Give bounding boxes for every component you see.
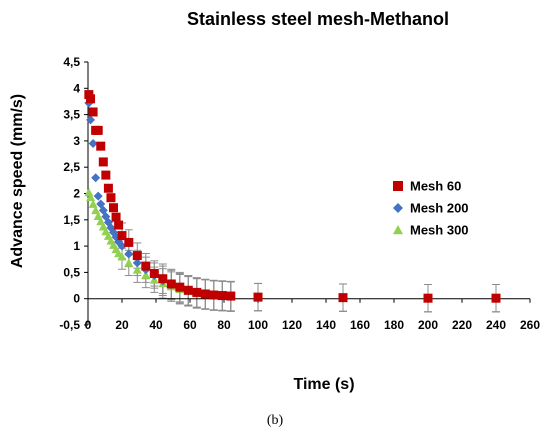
mesh-60-point — [93, 125, 103, 135]
mesh-60-point — [86, 94, 96, 104]
legend-marker-mesh-200 — [393, 203, 403, 213]
y-tick-label: 2 — [73, 187, 80, 201]
mesh-60-point — [158, 274, 168, 284]
mesh-60-point — [209, 290, 219, 300]
x-axis-title: Time (s) — [293, 376, 354, 393]
mesh-300-point — [117, 252, 127, 261]
y-tick-label: 0 — [73, 292, 80, 306]
legend-label-mesh-300: Mesh 300 — [410, 223, 469, 238]
x-tick-label: 200 — [418, 318, 438, 332]
mesh-60-point — [192, 287, 202, 297]
mesh-60-point — [226, 291, 236, 301]
mesh-300-point — [132, 265, 142, 274]
mesh-60-point — [114, 220, 124, 230]
x-tick-label: 180 — [384, 318, 404, 332]
mesh-60-point — [109, 203, 118, 213]
x-tick-label: 160 — [350, 318, 370, 332]
mesh-60-point — [183, 285, 193, 295]
mesh-300-point — [86, 192, 96, 202]
legend-marker-mesh-60 — [393, 181, 403, 191]
y-tick-label: 1,5 — [63, 213, 80, 227]
mesh-200-point — [117, 241, 127, 251]
mesh-60-point — [101, 170, 111, 180]
mesh-200-point — [124, 249, 134, 259]
x-tick-label: 240 — [486, 318, 506, 332]
mesh-300-point — [91, 205, 101, 215]
y-tick-label: 1 — [73, 239, 80, 253]
y-axis-title: Advance speed (mm/s) — [9, 94, 26, 268]
x-tick-label: 60 — [183, 318, 197, 332]
y-tick-label: 0,5 — [63, 265, 80, 279]
mesh-60-point — [149, 268, 159, 278]
mesh-60-point — [111, 212, 121, 222]
x-tick-label: 140 — [316, 318, 336, 332]
mesh-60-point — [491, 293, 501, 303]
x-tick-label: 80 — [217, 318, 231, 332]
mesh-300-point — [84, 187, 94, 197]
x-tick-label: 0 — [85, 318, 92, 332]
tick-labels: -0,5 0 0,5 1 1,5 2 2,5 3 3,5 4 4,5 0 20 40 60 80 100 120 1… — [59, 55, 540, 332]
mesh-300-point — [141, 270, 151, 279]
legend: Mesh 60 Mesh 200 Mesh 300 — [393, 179, 469, 238]
mesh-60-point — [141, 261, 151, 271]
x-tick-label: 260 — [520, 318, 540, 332]
y-tick-label: 2,5 — [63, 160, 80, 174]
mesh-60-point — [253, 292, 263, 302]
mesh-300-point — [88, 199, 98, 208]
y-tick-label: 3,5 — [63, 108, 80, 122]
x-tick-label: 20 — [115, 318, 129, 332]
legend-marker-mesh-300 — [393, 225, 403, 235]
mesh-60-point — [124, 237, 134, 247]
mesh-60-point — [106, 193, 116, 203]
mesh-200-point — [86, 115, 96, 125]
mesh-60-point — [117, 231, 127, 241]
legend-label-mesh-60: Mesh 60 — [410, 179, 461, 194]
figure-caption: (b) — [266, 413, 284, 428]
y-tick-label: 4,5 — [63, 55, 80, 69]
x-tick-label: 220 — [452, 318, 472, 332]
x-tick-label: 40 — [149, 318, 163, 332]
mesh-60-point — [88, 107, 98, 117]
chart-title: Stainless steel mesh-Methanol — [187, 9, 449, 29]
mesh-60-point — [166, 279, 176, 289]
x-tick-label: 120 — [282, 318, 302, 332]
y-tick-label: 4 — [73, 81, 80, 95]
mesh-200-point — [91, 173, 101, 183]
mesh-60-point — [200, 289, 210, 299]
mesh-60-point — [96, 141, 106, 151]
mesh-60-point — [132, 251, 142, 261]
mesh-300-point — [124, 258, 134, 267]
mesh-60-point — [338, 293, 348, 303]
legend-label-mesh-200: Mesh 200 — [410, 201, 469, 216]
mesh-200-point — [93, 191, 103, 201]
y-tick-label: -0,5 — [59, 318, 80, 332]
mesh-60-point — [175, 282, 185, 292]
mesh-200-point — [88, 139, 98, 149]
axes — [84, 61, 531, 326]
mesh-60-point — [103, 183, 113, 193]
mesh-200-point — [132, 258, 142, 268]
mesh-60-point — [217, 291, 227, 301]
x-tick-label: 100 — [248, 318, 268, 332]
y-tick-label: 3 — [73, 134, 80, 148]
data-points — [84, 90, 501, 303]
mesh-60-point — [423, 293, 433, 303]
mesh-60-point — [98, 157, 108, 167]
